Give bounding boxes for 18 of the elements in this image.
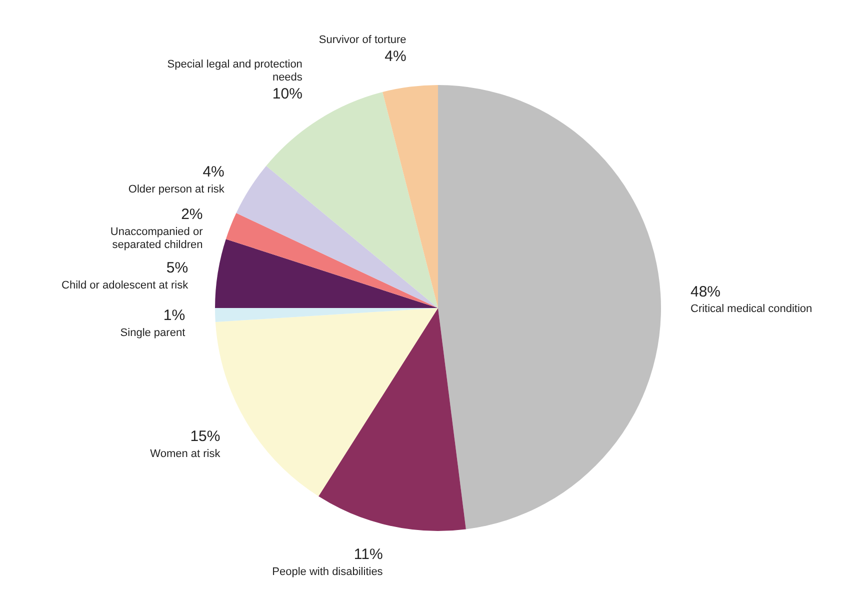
slice-label: Unaccompanied or separated children: [110, 226, 204, 251]
data-label: 2%: [181, 206, 203, 224]
slice-label: Survivor of torture: [318, 34, 406, 46]
slice-label: Older person at risk: [128, 183, 225, 196]
slice-label: Critical medical condition: [690, 303, 812, 316]
slice-label: Special legal and protection needs: [167, 58, 303, 84]
data-label: 1%: [163, 307, 186, 324]
slice-label: Child or adolescent at risk: [62, 279, 189, 292]
slice-label: Single parent: [120, 326, 186, 339]
data-label: 5%: [166, 260, 188, 277]
data-label: 11%: [354, 546, 383, 564]
data-label: 10%: [272, 86, 302, 103]
data-label: 48%: [690, 283, 721, 300]
data-label: 4%: [384, 48, 406, 66]
data-label: 15%: [190, 428, 220, 445]
slice-label: People with disabilities: [272, 566, 384, 578]
slice-label: Women at risk: [150, 448, 221, 460]
data-label: 4%: [202, 164, 224, 181]
